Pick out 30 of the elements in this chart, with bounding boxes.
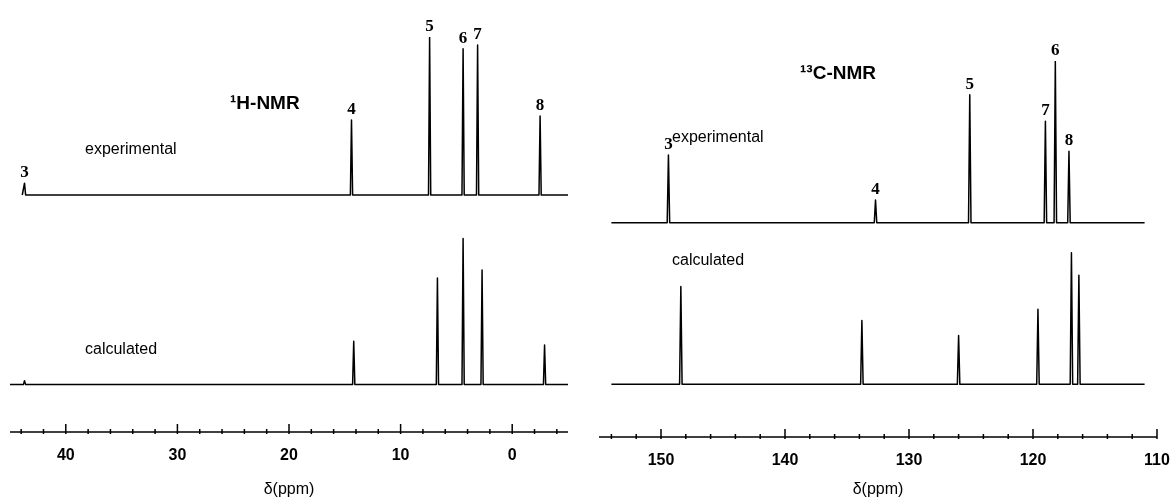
annotation: 3 <box>664 134 673 153</box>
x-tick-label: 10 <box>391 446 410 463</box>
annotation: 7 <box>1041 100 1051 120</box>
x-axis-title: δ(ppm) <box>263 480 315 497</box>
x-tick-label: 140 <box>771 451 799 468</box>
x-tick-label: 120 <box>1019 451 1047 468</box>
x-tick-label: 20 <box>280 446 298 463</box>
text: ¹H-NMR <box>230 92 300 114</box>
annotation: 6 <box>458 27 468 47</box>
chart-title: ¹³C-NMR <box>800 62 876 84</box>
x-axis-title: δ(ppm) <box>852 480 904 497</box>
annotation: 8 <box>535 95 545 114</box>
x-tick-label: 130 <box>895 451 923 468</box>
annotation: 5 <box>425 16 434 35</box>
x-tick-label: 110 <box>1144 451 1171 468</box>
series-label: experimental <box>672 128 764 146</box>
annotation: 5 <box>965 73 975 93</box>
x-tick-label: 0 <box>507 446 517 463</box>
x-tick-label: 150 <box>647 451 675 468</box>
x-tick-label: 30 <box>168 446 187 463</box>
text: experimental <box>85 140 177 158</box>
annotation: 4 <box>871 179 881 199</box>
x-tick-label: 40 <box>56 446 75 463</box>
annotation: 8 <box>1064 130 1074 150</box>
annotation: 4 <box>347 98 357 118</box>
annotation: 6 <box>1051 40 1060 59</box>
annotation: 7 <box>473 23 483 43</box>
series-label: calculated <box>85 340 158 358</box>
series-label: calculated <box>672 251 745 269</box>
annotation: 3 <box>20 162 29 182</box>
